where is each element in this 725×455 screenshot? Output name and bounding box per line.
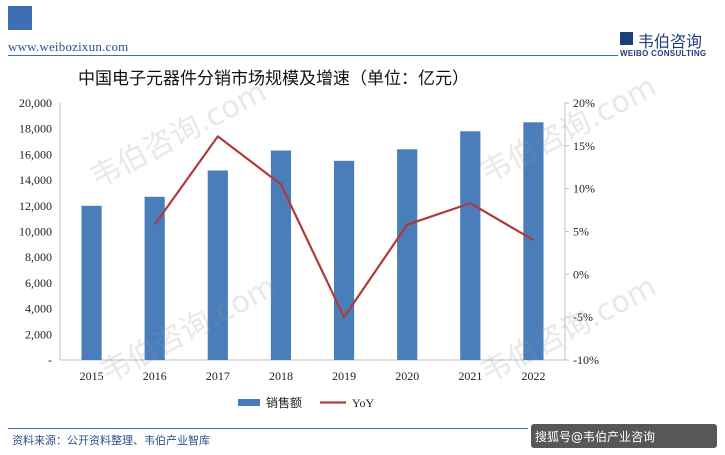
y-left-tick-label: 10,000 [19, 225, 52, 239]
corner-square [8, 6, 32, 30]
x-tick-label: 2015 [80, 369, 104, 383]
bar [333, 160, 355, 360]
y-right-tick-label: 0% [573, 267, 589, 281]
logo-mark-icon [620, 32, 633, 45]
footer-badge: 搜狐号@韦伯产业咨询 [531, 424, 717, 448]
bar [270, 150, 292, 360]
x-tick-label: 2016 [143, 369, 167, 383]
y-right-tick-label: 20% [573, 96, 595, 110]
y-left-tick-label: - [48, 353, 52, 367]
y-left-tick-label: 12,000 [19, 199, 52, 213]
y-right-tick-label: -5% [573, 310, 593, 324]
bar [81, 205, 102, 360]
y-right-tick-label: 10% [573, 182, 595, 196]
y-left-tick-label: 16,000 [19, 147, 52, 161]
y-right-tick-label: 15% [573, 139, 595, 153]
footer-badge-text: 搜狐号@韦伯产业咨询 [535, 430, 656, 444]
y-left-tick-label: 20,000 [19, 96, 52, 110]
x-tick-label: 2018 [269, 369, 293, 383]
y-left-tick-label: 14,000 [19, 173, 52, 187]
bar [144, 196, 165, 360]
x-tick-label: 2021 [458, 369, 482, 383]
bar [523, 122, 544, 361]
x-tick-label: 2022 [521, 369, 545, 383]
logo-name-en: WEIBO CONSULTING [620, 49, 707, 58]
header-divider [8, 55, 618, 56]
legend-swatch-bar [238, 399, 260, 406]
bar [207, 170, 228, 360]
y-left-tick-label: 8,000 [25, 250, 52, 264]
bar [460, 131, 481, 360]
y-left-tick-label: 2,000 [25, 327, 52, 341]
y-left-tick-label: 4,000 [25, 302, 52, 316]
bar [397, 149, 418, 360]
legend-label-bar: 销售额 [266, 395, 302, 410]
site-url[interactable]: www.weibozixun.com [8, 39, 129, 54]
y-left-tick-label: 18,000 [19, 122, 52, 136]
y-right-tick-label: -10% [573, 353, 599, 367]
y-left-tick-label: 6,000 [25, 276, 52, 290]
footer-divider [8, 428, 528, 429]
x-tick-label: 2019 [332, 369, 356, 383]
x-tick-label: 2017 [206, 369, 230, 383]
x-tick-label: 2020 [395, 369, 419, 383]
chart-title: 中国电子元器件分销市场规模及增速（单位：亿元） [78, 69, 469, 89]
legend-label-line: YoY [352, 396, 374, 410]
source-note: 资料来源：公开资料整理、韦伯产业智库 [12, 434, 210, 447]
logo: 韦伯咨询 WEIBO CONSULTING [620, 28, 720, 64]
y-right-tick-label: 5% [573, 225, 589, 239]
logo-name-cn: 韦伯咨询 [638, 34, 703, 51]
